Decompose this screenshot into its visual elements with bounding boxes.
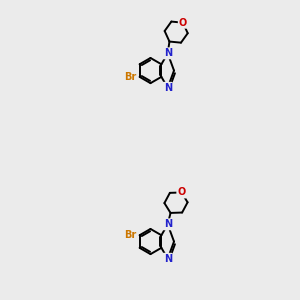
Text: Br: Br	[124, 230, 136, 240]
Text: O: O	[179, 18, 187, 28]
Text: N: N	[164, 83, 172, 93]
Text: Br: Br	[124, 72, 136, 82]
Text: N: N	[164, 254, 172, 264]
Text: N: N	[164, 48, 172, 58]
Text: O: O	[177, 188, 186, 197]
Text: N: N	[164, 219, 172, 229]
